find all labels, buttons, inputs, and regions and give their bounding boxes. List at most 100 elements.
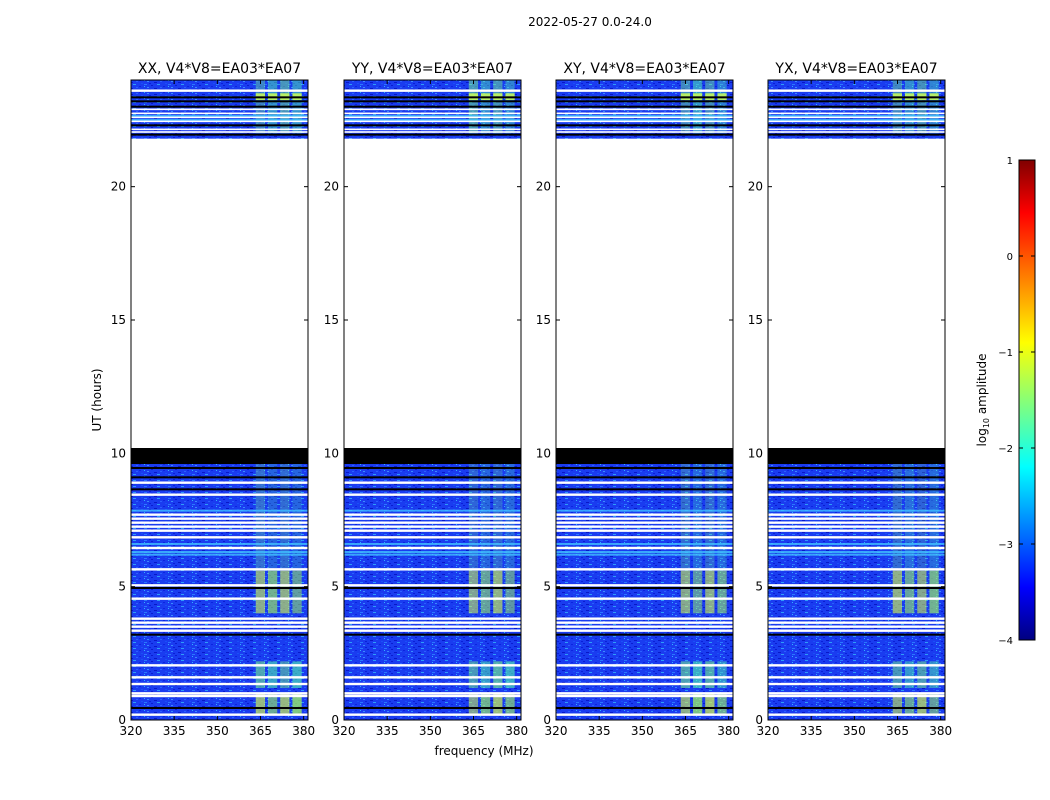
rfi-band-segment <box>917 661 927 688</box>
rfi-band-segment <box>505 661 515 688</box>
flagged-row-white <box>131 568 308 571</box>
panel-image <box>131 80 308 720</box>
panel-image <box>768 80 945 720</box>
rfi-band-segment <box>280 464 290 568</box>
flagged-row-white <box>556 682 733 686</box>
panel-frame <box>555 79 734 721</box>
flagged-row-white <box>768 621 945 624</box>
flagged-row-white <box>556 629 733 632</box>
panels: XX, V4*V8=EA03*EA07 320 335 350 365 380 0 5 10 15… <box>111 61 952 738</box>
x-tick-label: 320 <box>545 724 568 738</box>
flagged-row-black <box>131 133 308 136</box>
flagged-row-white <box>768 584 945 587</box>
flagged-row-black <box>556 633 733 636</box>
flagged-row-white <box>556 536 733 539</box>
y-tick-label: 15 <box>324 313 339 327</box>
flagged-row-white <box>556 89 733 92</box>
flagged-row-white <box>344 525 521 528</box>
y-tick-label: 20 <box>536 180 551 194</box>
flagged-row-white <box>556 568 733 571</box>
rfi-band-segment <box>267 464 278 568</box>
flagged-row-white <box>556 493 733 496</box>
rfi-band-segment <box>267 570 278 614</box>
flagged-row-white <box>131 625 308 628</box>
rfi-band-segment <box>917 570 927 614</box>
flagged-row-white <box>344 536 521 539</box>
flagged-row-black <box>556 707 733 709</box>
rfi-band-segment <box>680 661 690 688</box>
flagged-row-white <box>344 120 521 123</box>
flagged-row-white <box>344 713 521 716</box>
flagged-row-white <box>131 682 308 686</box>
rfi-band-segment <box>705 464 715 568</box>
flagged-row-white <box>344 682 521 686</box>
rfi-band-segment <box>692 464 703 568</box>
rfi-band-segment <box>680 570 690 614</box>
rfi-band-segment <box>493 693 503 715</box>
y-tick-label: 20 <box>748 180 763 194</box>
flagged-row-white <box>131 513 308 516</box>
x-tick-label: 380 <box>292 724 315 738</box>
flagged-row-white <box>131 597 308 600</box>
x-tick-label: 335 <box>800 724 823 738</box>
rfi-band-segment <box>280 661 290 688</box>
flagged-row-black <box>344 133 521 136</box>
rfi-band-segment <box>480 693 491 715</box>
flagged-row-white <box>131 546 308 550</box>
y-tick-label: 15 <box>748 313 763 327</box>
flagged-row-white <box>131 517 308 520</box>
rfi-band-segment <box>917 693 927 715</box>
flagged-row-white <box>344 513 521 516</box>
bright-row <box>768 551 945 553</box>
flagged-row-white <box>344 131 521 133</box>
rfi-band-segment <box>480 661 491 688</box>
flagged-row-white <box>768 131 945 133</box>
rfi-band-segment <box>292 570 302 614</box>
rfi-band-segment <box>493 464 503 568</box>
y-tick-label: 0 <box>543 713 551 727</box>
flagged-row-white <box>131 676 308 679</box>
flagged-row-white <box>131 131 308 133</box>
flagged-row-black <box>768 476 945 479</box>
flagged-row-white <box>344 692 521 695</box>
x-tick-label: 320 <box>757 724 780 738</box>
flagged-row-black <box>556 476 733 479</box>
bright-row <box>556 543 733 545</box>
flagged-row-black <box>768 124 945 127</box>
rfi-band-segment <box>493 661 503 688</box>
flagged-row-white <box>768 89 945 92</box>
x-tick-label: 365 <box>462 724 485 738</box>
flagged-row-white <box>556 120 733 123</box>
flagged-row-black <box>131 707 308 709</box>
rfi-band-segment <box>480 464 491 568</box>
flagged-row-white <box>131 116 308 119</box>
y-tick-label: 0 <box>331 713 339 727</box>
flagged-row-black <box>131 105 308 108</box>
bright-row <box>344 551 521 553</box>
bright-row <box>131 551 308 553</box>
flagged-row-white <box>131 584 308 587</box>
rfi-band-segment <box>929 661 939 688</box>
flagged-row-black <box>344 467 521 469</box>
colorbar: 1 0 −1 −2 −3 −4 log10 amplitude <box>975 156 1036 647</box>
flagged-row-white <box>131 493 308 496</box>
flagged-row-black <box>344 476 521 479</box>
rfi-band-segment <box>505 693 515 715</box>
flagged-row-white <box>131 529 308 532</box>
flagged-row-white <box>556 481 733 484</box>
flagged-row-black <box>556 105 733 108</box>
flagged-row-white <box>768 546 945 550</box>
y-tick-label: 10 <box>536 446 551 460</box>
bright-row <box>344 543 521 545</box>
rfi-band-segment <box>480 570 491 614</box>
flagged-row-white <box>768 568 945 571</box>
bright-row <box>131 543 308 545</box>
flagged-row-black <box>768 488 945 491</box>
bright-row <box>344 119 521 121</box>
flagged-row-white <box>131 713 308 716</box>
rfi-band-segment <box>255 570 265 614</box>
rfi-band-segment <box>692 570 703 614</box>
rfi-band-segment <box>292 464 302 568</box>
flagged-row-white <box>131 112 308 115</box>
